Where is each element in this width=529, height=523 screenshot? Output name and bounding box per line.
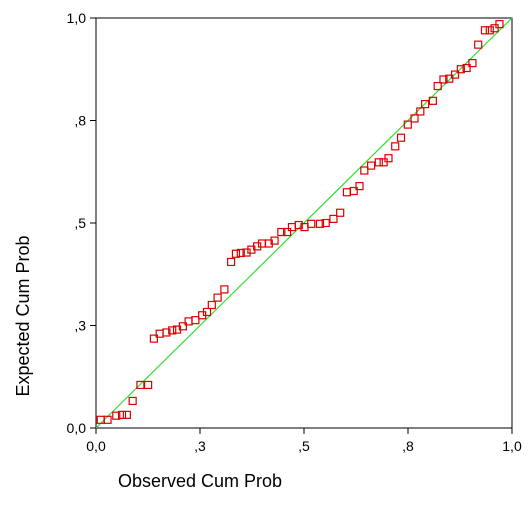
data-points [96, 20, 504, 424]
data-point [242, 248, 251, 257]
data-point [336, 208, 345, 217]
data-point [474, 40, 483, 49]
data-point [410, 114, 419, 123]
x-tick-label: ,3 [194, 438, 206, 454]
reference-line-group [95, 17, 513, 429]
data-point [213, 293, 222, 302]
data-point [403, 120, 412, 129]
data-point [264, 239, 273, 248]
data-point [360, 166, 369, 175]
data-point [270, 236, 279, 245]
data-point [450, 70, 460, 79]
y-tick-label: ,8 [74, 113, 86, 129]
data-point [103, 415, 112, 424]
data-point [495, 20, 504, 29]
data-point [128, 396, 137, 406]
data-point [315, 219, 325, 228]
data-point [112, 411, 121, 420]
data-point [136, 380, 145, 390]
data-point [117, 410, 127, 419]
x-axis-ticks: 0,0 ,3 ,5 ,8 1,0 [86, 428, 522, 454]
data-point [462, 63, 471, 73]
y-tick-label: ,5 [74, 215, 86, 231]
data-point [396, 133, 406, 142]
data-point [277, 227, 286, 237]
data-point [421, 99, 430, 109]
x-axis-title: Observed Cum Prob [118, 471, 282, 491]
data-point [236, 248, 245, 258]
data-point [287, 223, 297, 232]
data-point [231, 249, 241, 258]
data-point [367, 161, 376, 170]
data-point [207, 300, 216, 310]
y-axis-ticks: 0,0 ,3 ,5 ,8 1,0 [67, 10, 96, 436]
data-point [468, 58, 477, 68]
data-point [480, 26, 490, 35]
data-point [349, 186, 358, 196]
data-point [374, 158, 383, 167]
data-point [355, 182, 364, 191]
data-point [283, 227, 292, 237]
x-tick-label: 0,0 [86, 438, 106, 454]
reference-line [95, 17, 513, 429]
data-point [307, 219, 316, 228]
data-point [342, 188, 352, 197]
data-point [168, 326, 177, 335]
x-tick-label: 1,0 [502, 438, 522, 454]
data-point [149, 334, 159, 343]
data-point [144, 380, 153, 390]
data-point [485, 26, 494, 35]
y-tick-label: 0,0 [67, 420, 87, 436]
y-tick-label: 1,0 [67, 10, 87, 26]
data-point [294, 220, 303, 230]
x-tick-label: ,8 [402, 438, 414, 454]
data-point [257, 239, 267, 248]
data-point [439, 75, 448, 84]
data-point [384, 154, 393, 163]
data-point [191, 316, 200, 325]
data-point [456, 65, 465, 74]
data-point [416, 107, 425, 116]
data-point [253, 242, 262, 251]
data-point [433, 81, 442, 91]
data-point [329, 214, 338, 223]
data-point [202, 307, 212, 317]
data-point [321, 218, 330, 228]
data-point [122, 410, 131, 419]
y-axis-title: Expected Cum Prob [13, 235, 33, 396]
data-point [379, 158, 388, 167]
data-point [178, 322, 187, 331]
x-tick-label: ,5 [298, 438, 310, 454]
data-point [428, 96, 437, 105]
y-tick-label: ,3 [74, 318, 86, 334]
data-point [490, 24, 499, 33]
data-point [96, 415, 105, 424]
data-point [162, 328, 171, 337]
data-point [391, 142, 400, 151]
data-point [227, 257, 236, 267]
data-point [220, 285, 229, 294]
